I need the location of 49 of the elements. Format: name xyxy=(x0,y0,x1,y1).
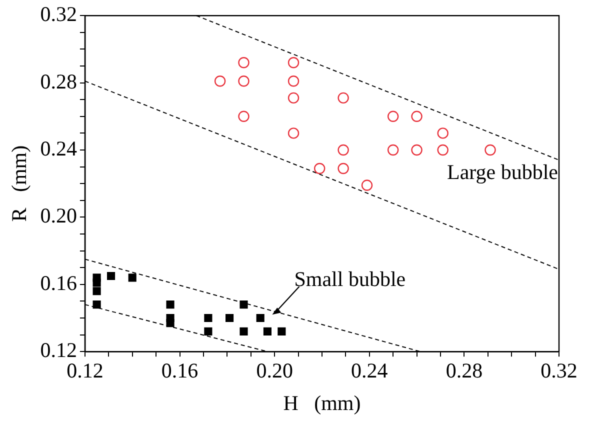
y-tick-label: 0.20 xyxy=(40,204,77,228)
point xyxy=(214,76,226,87)
point xyxy=(256,314,264,322)
point xyxy=(240,300,248,309)
y-tick-label: 0.28 xyxy=(40,69,77,94)
x-tick-label: 0.32 xyxy=(540,358,578,383)
point xyxy=(226,314,234,322)
point xyxy=(411,144,422,156)
x-tick-label: 0.28 xyxy=(446,358,483,383)
x-axis-title: H (mm) xyxy=(283,390,361,415)
point xyxy=(106,272,116,280)
x-tick-label: 0.20 xyxy=(256,358,293,383)
point xyxy=(128,274,136,282)
point xyxy=(411,110,422,122)
point xyxy=(361,180,373,191)
point xyxy=(387,144,399,156)
point xyxy=(338,92,349,104)
point xyxy=(314,162,326,174)
point xyxy=(437,128,448,139)
point xyxy=(238,57,250,68)
point xyxy=(92,300,101,309)
point xyxy=(288,92,300,104)
point xyxy=(238,110,250,122)
x-tick-label: 0.16 xyxy=(161,358,198,383)
point xyxy=(166,319,174,328)
point xyxy=(288,76,300,87)
point xyxy=(338,144,349,156)
point xyxy=(278,327,286,336)
annotation: Large bubble xyxy=(447,160,558,184)
annotation: Small bubble xyxy=(294,267,406,292)
point xyxy=(240,327,248,336)
point xyxy=(387,110,399,122)
point xyxy=(92,278,101,287)
point xyxy=(238,76,250,87)
y-tick-label: 0.16 xyxy=(40,270,77,295)
y-axis-title: R (mm) xyxy=(7,145,32,222)
point xyxy=(338,162,349,174)
point xyxy=(204,327,212,336)
point xyxy=(437,144,448,156)
point xyxy=(484,144,496,156)
point xyxy=(288,128,300,139)
point xyxy=(288,57,300,68)
point xyxy=(204,314,212,322)
y-tick-label: 0.32 xyxy=(40,2,77,26)
point xyxy=(166,300,174,309)
y-tick-label: 0.24 xyxy=(40,136,78,161)
point xyxy=(92,287,101,296)
x-tick-label: 0.24 xyxy=(351,358,388,383)
point xyxy=(263,327,272,336)
